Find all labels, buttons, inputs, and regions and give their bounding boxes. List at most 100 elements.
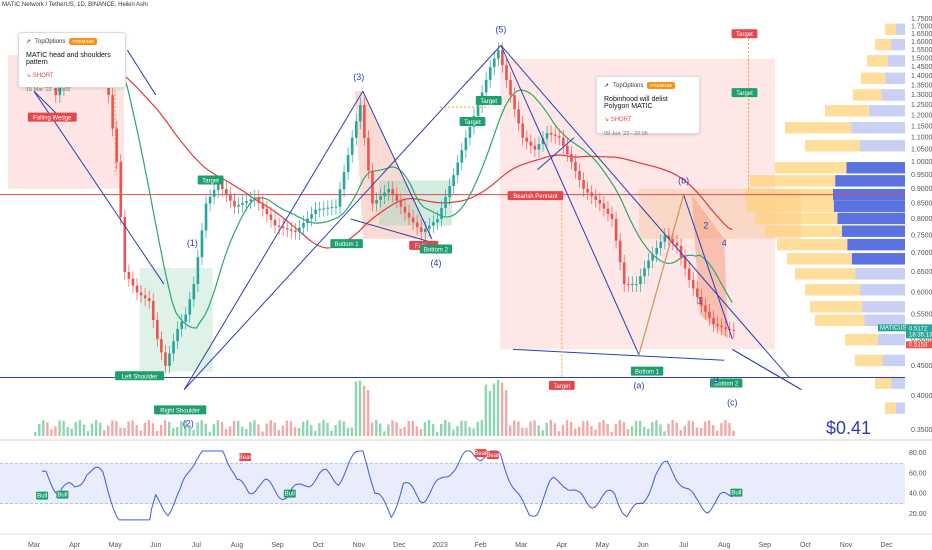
volume-bar bbox=[480, 420, 483, 436]
last-price-name-bg bbox=[878, 324, 906, 332]
candle-body bbox=[464, 137, 468, 151]
volume-bar bbox=[293, 427, 297, 436]
volume-bar bbox=[314, 430, 317, 436]
volume-bar bbox=[322, 420, 325, 436]
candle-body bbox=[440, 208, 443, 219]
volume-bar bbox=[375, 420, 378, 436]
pattern-label: Bottom 1 bbox=[335, 242, 360, 248]
volume-bar bbox=[651, 421, 654, 436]
candle-body bbox=[432, 222, 435, 226]
candle-body bbox=[423, 228, 427, 233]
candle-body bbox=[626, 284, 630, 286]
volume-bar bbox=[586, 420, 589, 436]
card-title: MATIC head and shoulders pattern bbox=[26, 52, 111, 66]
candle-body bbox=[533, 145, 537, 150]
trend-down-icon: ↘ bbox=[604, 117, 611, 123]
volume-bar bbox=[732, 430, 735, 436]
trend-line bbox=[513, 348, 725, 361]
volume-bar bbox=[440, 423, 443, 436]
volume-bar bbox=[492, 383, 496, 436]
price-tick: 0.7500 bbox=[911, 232, 932, 239]
rsi-label-bg bbox=[283, 489, 296, 498]
candle-body bbox=[687, 268, 691, 280]
volume-profile-bar bbox=[875, 377, 892, 389]
time-tick: Nov bbox=[353, 542, 366, 549]
candle-body bbox=[456, 162, 460, 176]
rsi-label: Bear bbox=[239, 455, 252, 461]
candle-body bbox=[253, 197, 257, 200]
volume-bar bbox=[557, 431, 561, 436]
volume-profile-bar bbox=[869, 105, 905, 117]
volume-profile-bar bbox=[835, 175, 905, 187]
candle-body bbox=[281, 226, 285, 229]
time-tick: Nov bbox=[840, 542, 853, 549]
volume-bar bbox=[578, 426, 581, 436]
volume-profile-bar bbox=[842, 225, 905, 237]
candle-body bbox=[302, 223, 305, 228]
price-tick: 1.4500 bbox=[911, 64, 932, 71]
volume-profile-bar bbox=[785, 121, 851, 134]
price-tick: 1.3500 bbox=[911, 82, 932, 89]
volume-bar bbox=[699, 428, 703, 436]
volume-profile-bar bbox=[896, 402, 905, 414]
candle-body bbox=[622, 262, 626, 285]
wave-label: (b) bbox=[678, 175, 689, 185]
volume-profile-bar bbox=[891, 38, 905, 51]
wave-label: (2) bbox=[183, 418, 194, 428]
volume-bar bbox=[212, 424, 216, 436]
candle-body bbox=[452, 175, 455, 187]
candle-body bbox=[363, 105, 366, 138]
trend-line bbox=[500, 44, 790, 378]
candle-body bbox=[229, 194, 232, 201]
candle-body bbox=[367, 137, 370, 171]
volume-bar bbox=[521, 427, 524, 436]
candle-body bbox=[651, 254, 654, 261]
count-label: 4 bbox=[722, 238, 727, 248]
rsi-label-bg bbox=[730, 488, 743, 497]
price-tick: 0.4500 bbox=[911, 363, 932, 370]
last-price: 0.5172 bbox=[909, 326, 928, 332]
volume-bar bbox=[679, 429, 682, 436]
candle-body bbox=[184, 314, 188, 322]
wave-label: (c) bbox=[727, 398, 738, 408]
candle-body bbox=[647, 260, 650, 269]
volume-profile-bar bbox=[853, 89, 882, 101]
volume-bar bbox=[655, 420, 658, 436]
volume-bar bbox=[537, 425, 540, 436]
pattern-label: Target bbox=[480, 99, 497, 105]
trend-line bbox=[537, 137, 575, 171]
time-tick: May bbox=[596, 542, 610, 549]
candle-body bbox=[151, 301, 155, 321]
volume-bar bbox=[111, 420, 114, 436]
idea-card-2[interactable]: ➚ TopOptions PREMIUM Robinhood will delist… bbox=[596, 76, 700, 137]
volume-profile-bar bbox=[787, 253, 852, 265]
time-tick: Jun bbox=[150, 542, 161, 549]
secondary-price-bg bbox=[906, 341, 932, 349]
candle-body bbox=[505, 65, 508, 81]
candle-body bbox=[700, 296, 703, 306]
price-tick: 0.5500 bbox=[911, 312, 932, 319]
volume-profile-bar bbox=[875, 38, 892, 51]
pattern-label: Target bbox=[202, 179, 219, 185]
pattern-label-bg bbox=[330, 239, 363, 249]
candle-body bbox=[635, 284, 638, 286]
candle-body bbox=[119, 162, 123, 218]
volume-profile-bar bbox=[755, 212, 838, 225]
candle-body bbox=[135, 285, 139, 293]
volume-bar bbox=[285, 420, 289, 436]
volume-bar bbox=[590, 426, 593, 436]
volume-bar bbox=[107, 425, 110, 436]
candle-body bbox=[245, 201, 248, 203]
idea-card-1[interactable]: ➚ TopOptions PREMIUM MATIC head and should… bbox=[18, 32, 126, 93]
candle-body bbox=[399, 200, 403, 207]
candle-body bbox=[468, 126, 472, 138]
candle-body bbox=[529, 141, 533, 146]
volume-profile-bar bbox=[765, 225, 842, 237]
volume-bar bbox=[265, 423, 268, 436]
pattern-label-bg bbox=[548, 380, 575, 390]
candle-body bbox=[249, 199, 252, 202]
volume-bar bbox=[411, 420, 414, 436]
pattern-label-bg bbox=[710, 378, 743, 388]
candle-body bbox=[354, 121, 358, 138]
